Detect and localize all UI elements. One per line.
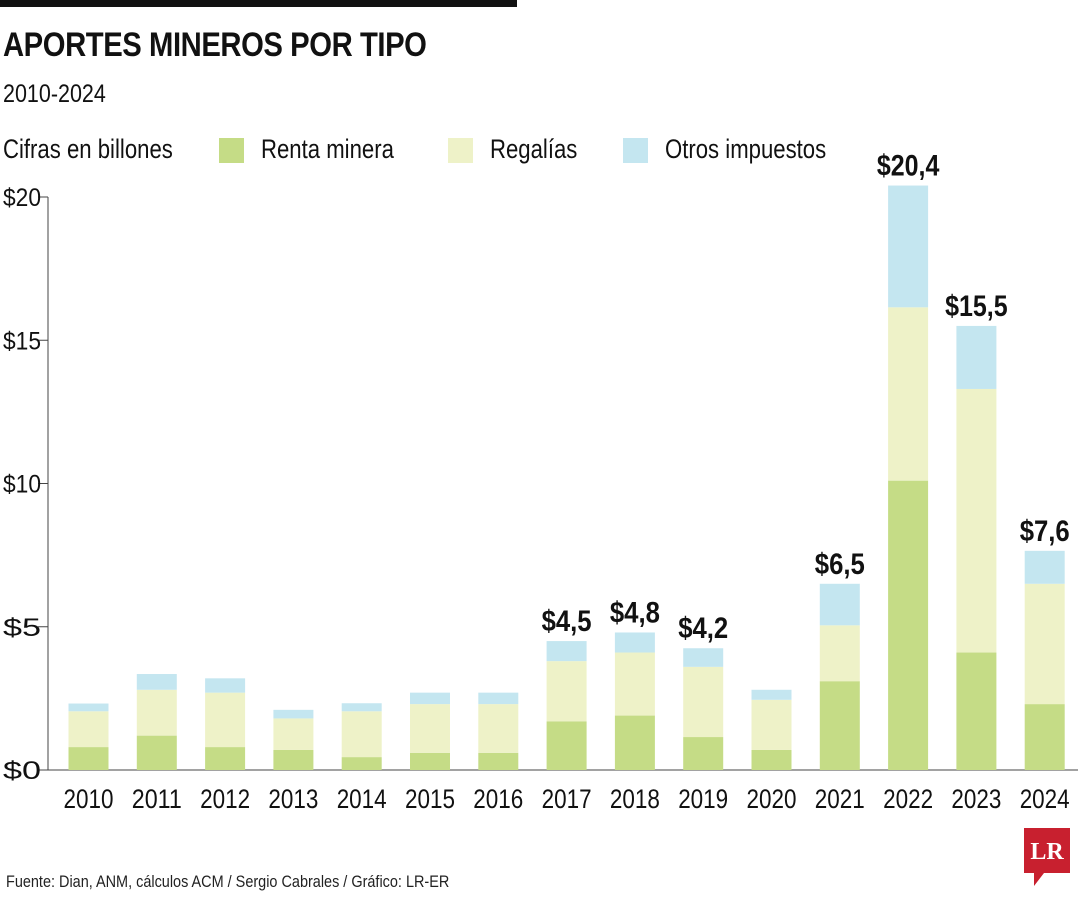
unit-label: Cifras en billones (3, 134, 173, 164)
bar-segment-renta-minera (205, 747, 246, 770)
bar-segment-regalias (614, 652, 655, 716)
bar-segment-renta-minera (273, 749, 314, 770)
bar-total-label: $6,5 (815, 548, 865, 581)
bar-total-label: $4,2 (678, 612, 728, 645)
bar-segment-otros-impuestos (888, 185, 929, 308)
bar-segment-renta-minera (341, 757, 382, 770)
x-tick-label: 2010 (64, 784, 114, 814)
bar-segment-regalias (341, 711, 382, 758)
bar-segment-regalias (410, 704, 450, 753)
bar-segment-otros-impuestos (205, 678, 246, 693)
source-note: Fuente: Dian, ANM, cálculos ACM / Sergio… (6, 872, 450, 891)
bar-total-label: $7,6 (1020, 515, 1070, 548)
x-tick-label: 2018 (610, 784, 660, 814)
bar-segment-otros-impuestos (478, 692, 519, 705)
x-tick-label: 2011 (132, 784, 182, 814)
lr-logo: LR (1024, 828, 1070, 886)
bar-segment-renta-minera (888, 480, 929, 770)
legend-label-otros-impuestos: Otros impuestos (665, 134, 827, 164)
bar-total-label: $20,4 (877, 150, 940, 183)
bar-segment-otros-impuestos (1024, 550, 1065, 584)
bar-segment-renta-minera (614, 715, 655, 770)
chart-subtitle: 2010-2024 (3, 80, 106, 108)
bar-segment-renta-minera (478, 752, 519, 770)
lr-logo-badge (1024, 828, 1070, 886)
bar-total-label: $15,5 (945, 290, 1008, 323)
bar-segment-regalias (546, 661, 587, 722)
bar-segment-renta-minera (956, 652, 997, 770)
bar-segment-otros-impuestos (410, 692, 450, 705)
bar-segment-otros-impuestos (341, 703, 382, 712)
bar-segment-regalias (136, 689, 177, 736)
legend-swatch-regalias (448, 138, 473, 163)
bar-segment-renta-minera (751, 749, 792, 770)
x-tick-label: 2021 (815, 784, 865, 814)
y-tick-label: $20 (3, 184, 41, 212)
legend-label-regalias: Regalías (490, 134, 578, 164)
y-tick-label: $0 (3, 757, 41, 785)
legend-swatch-renta-minera (219, 138, 244, 163)
bar-segment-renta-minera (546, 721, 587, 770)
bar-segment-otros-impuestos (819, 583, 860, 626)
x-tick-label: 2015 (405, 784, 455, 814)
x-tick-label: 2016 (473, 784, 523, 814)
bar-segment-renta-minera (410, 752, 450, 770)
bar-segment-regalias (68, 711, 109, 748)
bar-segment-otros-impuestos (273, 709, 314, 719)
x-tick-label: 2014 (337, 784, 387, 814)
x-tick-label: 2012 (200, 784, 250, 814)
bar-segment-regalias (956, 388, 997, 653)
bar-segment-regalias (273, 718, 314, 750)
bar-segment-regalias (1024, 583, 1065, 705)
legend-label-renta-minera: Renta minera (261, 134, 394, 164)
bar-segment-otros-impuestos (614, 632, 655, 653)
bar-segment-otros-impuestos (68, 703, 109, 712)
x-tick-label: 2017 (542, 784, 592, 814)
bar-segment-regalias (205, 692, 246, 748)
lr-logo-text: LR (1030, 839, 1064, 865)
legend-swatch-otros-impuestos (623, 138, 648, 163)
bar-segment-renta-minera (819, 681, 860, 770)
y-tick-label: $15 (3, 327, 41, 355)
bar-total-label: $4,8 (610, 596, 660, 629)
bar-total-label: $4,5 (542, 605, 592, 638)
bar-segment-regalias (478, 704, 519, 753)
x-tick-label: 2024 (1020, 784, 1070, 814)
bar-segment-otros-impuestos (751, 689, 792, 700)
bar-segment-renta-minera (683, 737, 724, 770)
bar-segment-renta-minera (68, 747, 109, 770)
bar-segment-renta-minera (136, 735, 177, 770)
x-tick-label: 2019 (678, 784, 728, 814)
y-tick-label: $10 (3, 471, 41, 499)
bar-segment-regalias (888, 307, 929, 481)
x-tick-label: 2023 (951, 784, 1001, 814)
bar-segment-renta-minera (1024, 704, 1065, 770)
bar-segment-otros-impuestos (136, 674, 177, 690)
x-tick-label: 2020 (747, 784, 797, 814)
bar-segment-regalias (819, 625, 860, 682)
bar-segment-otros-impuestos (546, 641, 587, 662)
top-accent-bar (0, 0, 517, 7)
bar-segment-regalias (683, 666, 724, 738)
bar-segment-regalias (751, 699, 792, 750)
y-tick-label: $5 (3, 614, 41, 642)
x-tick-label: 2013 (268, 784, 318, 814)
stacked-bar-chart: $0 $5 $10 $15 $20 2010 2011 2012 2013 2014 2015 201… (3, 150, 1078, 814)
chart-title: APORTES MINEROS POR TIPO (3, 26, 427, 64)
x-tick-label: 2022 (883, 784, 933, 814)
bar-segment-otros-impuestos (683, 648, 724, 667)
bar-segment-otros-impuestos (956, 325, 997, 389)
